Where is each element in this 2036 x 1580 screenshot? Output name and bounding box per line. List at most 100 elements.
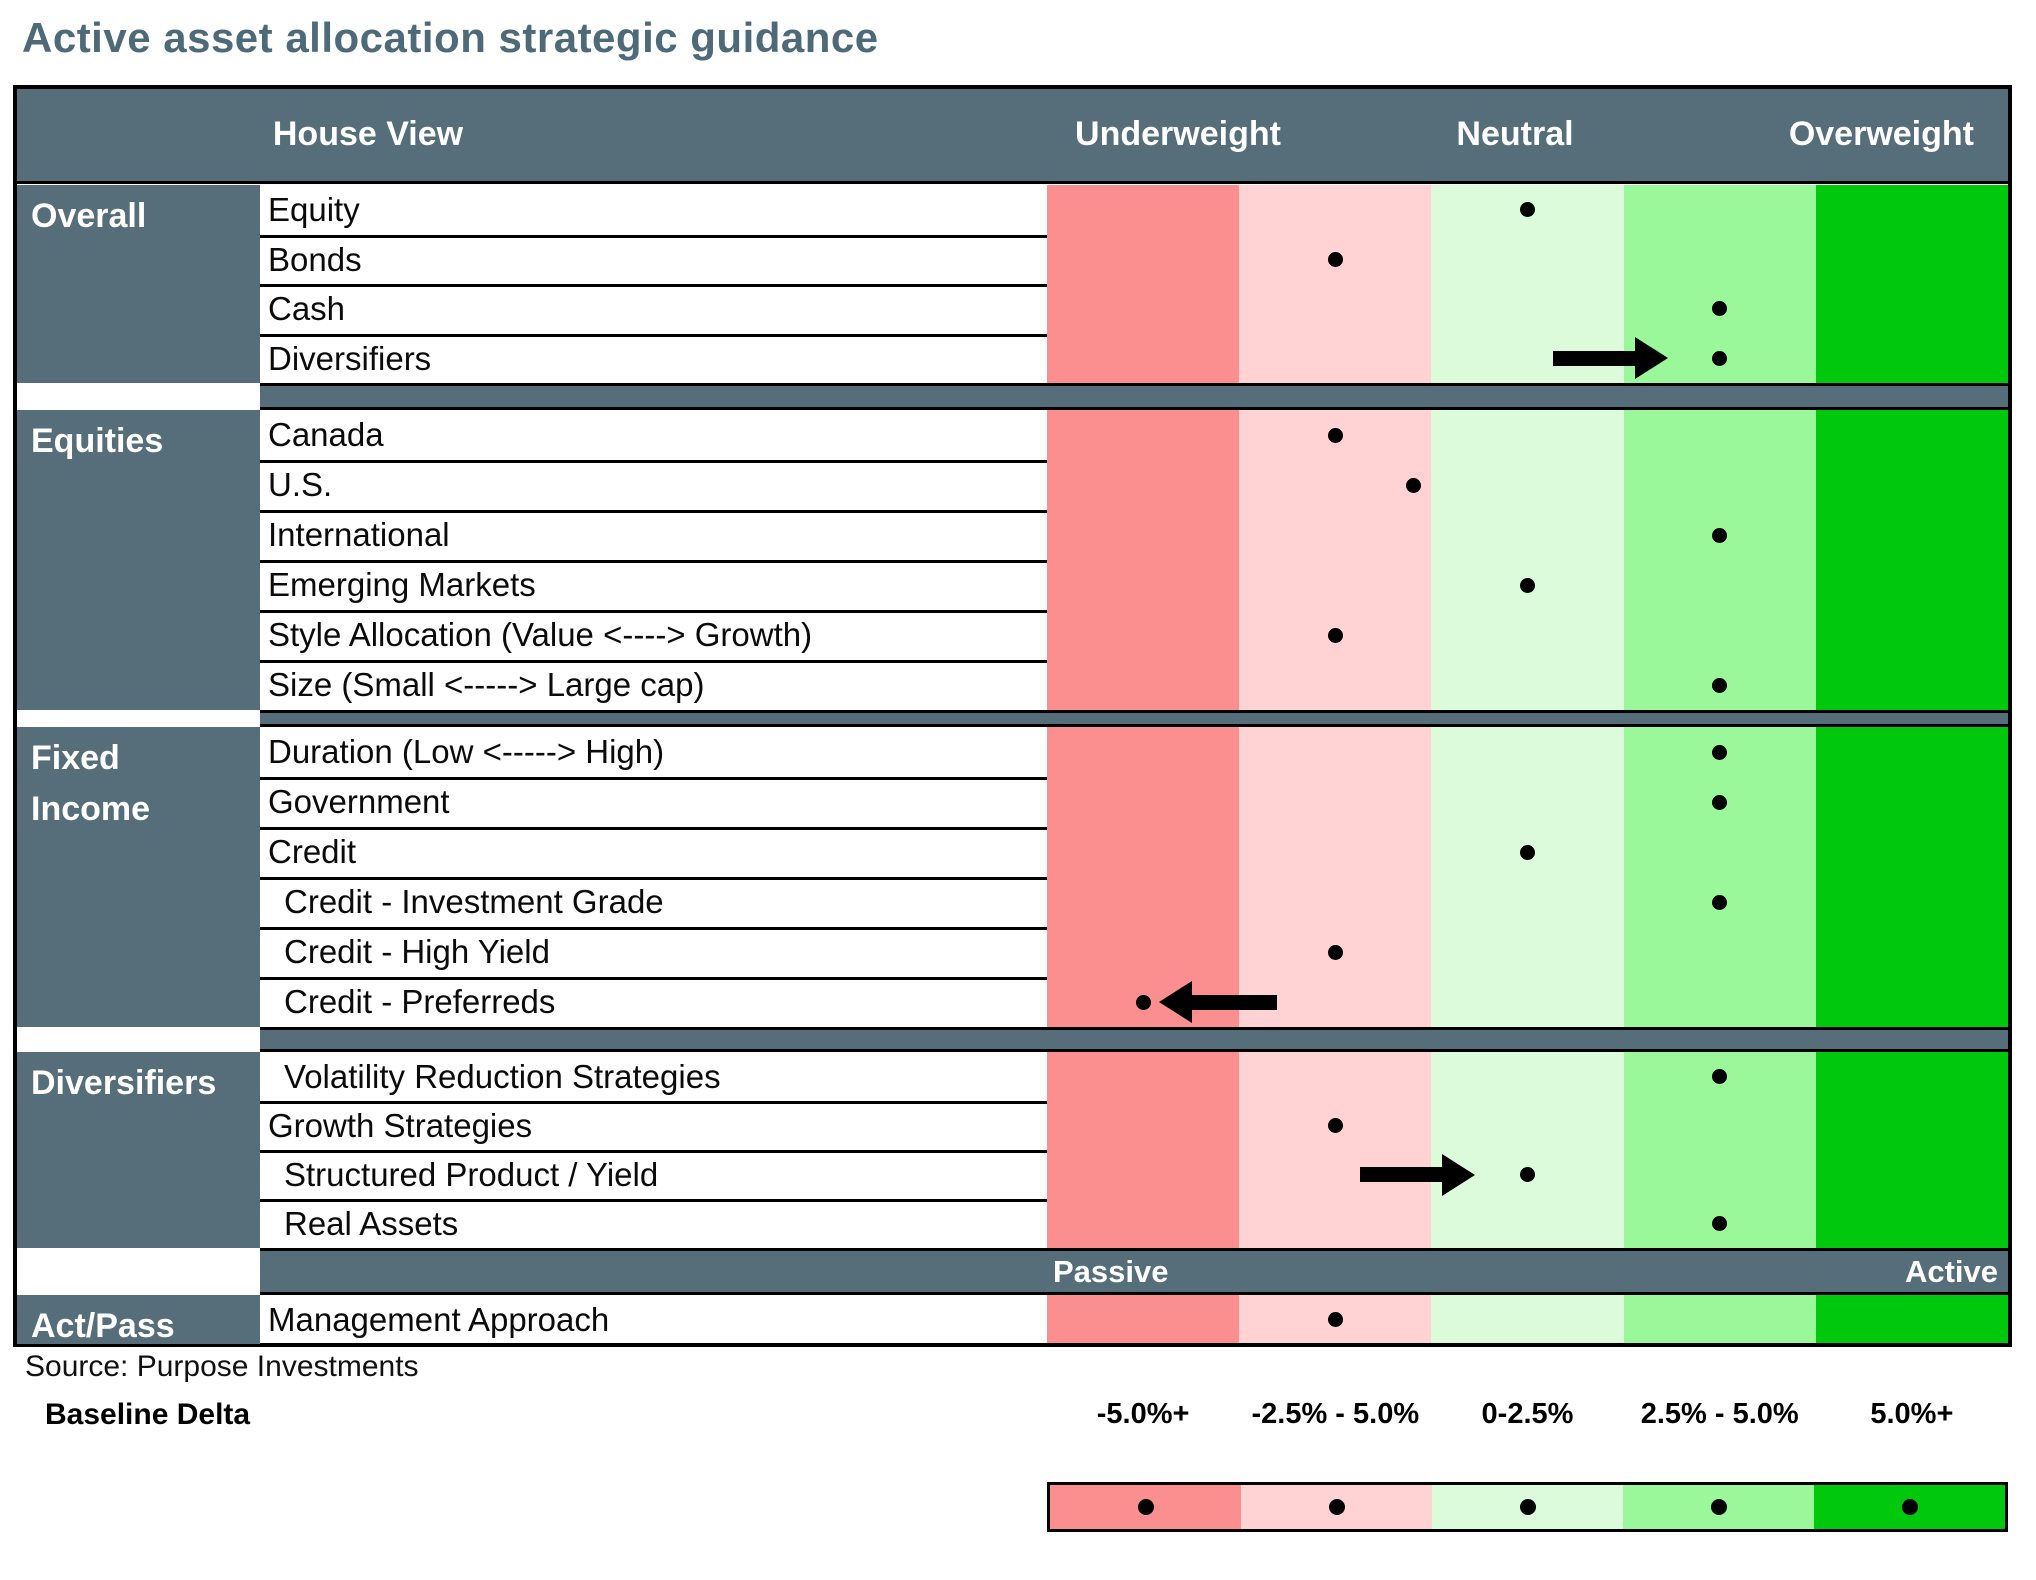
- section-separator-1: [260, 383, 2008, 410]
- legend-dot: [1710, 1499, 1727, 1515]
- band-stripe-5: [1815, 560, 2008, 610]
- band-stripe-1: [1047, 610, 1240, 660]
- delta-scale-label-1: -5.0%+: [1096, 1398, 1190, 1430]
- house-view-dot: [1520, 202, 1535, 218]
- legend-dot: [1519, 1499, 1536, 1515]
- table-row-credit-preferreds: Credit - Preferreds: [260, 977, 2008, 1027]
- row-label-emerging-markets: Emerging Markets: [268, 566, 536, 603]
- legend-cell-2: [1241, 1485, 1432, 1529]
- band-stripe-1: [1047, 510, 1240, 560]
- table-row-equity: Equity: [260, 185, 2008, 238]
- column-header-overweight: Overweight: [1788, 115, 1974, 153]
- table-row-government: Government: [260, 777, 2008, 830]
- band-stripe-3: [1431, 410, 1624, 460]
- change-arrow-left-icon: [1159, 981, 1193, 1023]
- band-stripe-3: [1431, 660, 1624, 710]
- row-label-credit-high-yield: Credit - High Yield: [284, 933, 550, 970]
- band-stripe-2: [1239, 560, 1432, 610]
- band-stripe-3: [1431, 234, 1624, 284]
- band-stripe-3: [1431, 777, 1624, 827]
- section-label-text: Diversifiers: [31, 1064, 217, 1102]
- band-stripe-4: [1623, 460, 1816, 510]
- band-stripe-4: [1623, 977, 1816, 1027]
- band-stripe-3: [1431, 1101, 1624, 1150]
- band-stripe-2: [1239, 727, 1432, 777]
- section-label-text: Act/Pass: [31, 1307, 175, 1345]
- band-stripe-5: [1815, 333, 2008, 383]
- table-row-growth-strategies: Growth Strategies: [260, 1101, 2008, 1153]
- row-label-cash: Cash: [268, 290, 346, 327]
- row-label-structured-product-yield: Structured Product / Yield: [284, 1156, 659, 1193]
- page-title: Active asset allocation strategic guidan…: [22, 14, 879, 61]
- house-view-dot: [1712, 301, 1728, 317]
- table-row-management-approach: Management Approach: [260, 1295, 2008, 1344]
- table-row-volatility-reduction-strategies: Volatility Reduction Strategies: [260, 1052, 2008, 1104]
- band-stripe-2: [1239, 777, 1432, 827]
- house-view-dot: [1520, 1167, 1535, 1182]
- band-stripe-1: [1047, 727, 1240, 777]
- band-stripe-2: [1239, 185, 1432, 235]
- legend-dot: [1328, 1499, 1345, 1515]
- table-row-cash: Cash: [260, 284, 2008, 337]
- band-stripe-2: [1239, 660, 1432, 710]
- band-stripe-1: [1047, 660, 1240, 710]
- band-stripe-5: [1815, 1101, 2008, 1150]
- table-header-bar: House View Underweight Neutral Overweigh…: [13, 85, 2012, 184]
- band-stripe-5: [1815, 660, 2008, 710]
- house-view-dot: [1405, 477, 1421, 493]
- table-row-diversifiers: Diversifiers: [260, 333, 2008, 383]
- band-stripe-1: [1047, 560, 1240, 610]
- delta-scale-label-2: -2.5% - 5.0%: [1251, 1398, 1420, 1430]
- band-stripe-5: [1815, 877, 2008, 927]
- row-label-canada: Canada: [268, 416, 384, 453]
- row-label-diversifiers: Diversifiers: [268, 339, 432, 377]
- band-stripe-2: [1239, 1199, 1432, 1248]
- house-view-dot: [1327, 427, 1343, 443]
- row-label-government: Government: [268, 783, 450, 820]
- delta-scale-label-5: 5.0%+: [1870, 1398, 1954, 1430]
- band-stripe-1: [1047, 410, 1240, 460]
- band-stripe-5: [1815, 234, 2008, 284]
- passive-active-labels: Passive Active: [1047, 1251, 2008, 1292]
- band-stripe-5: [1815, 460, 2008, 510]
- band-stripe-1: [1047, 333, 1240, 383]
- table-row-bonds: Bonds: [260, 234, 2008, 287]
- band-stripe-5: [1815, 827, 2008, 877]
- band-stripe-1: [1047, 185, 1240, 235]
- house-view-dot: [1712, 527, 1728, 543]
- section-label-fixed-income: Fixed Income: [17, 727, 260, 1027]
- band-stripe-1: [1047, 827, 1240, 877]
- section-label-text: Equities: [31, 422, 164, 460]
- band-stripe-4: [1623, 560, 1816, 610]
- band-stripe-2: [1239, 284, 1432, 334]
- table-row-u-s: U.S.: [260, 460, 2008, 513]
- row-label-size-small-large-cap: Size (Small <-----> Large cap): [268, 666, 705, 703]
- band-stripe-5: [1815, 777, 2008, 827]
- band-stripe-3: [1431, 510, 1624, 560]
- band-stripe-4: [1623, 927, 1816, 977]
- change-arrow-left-shaft: [1189, 994, 1277, 1010]
- house-view-dot: [1712, 894, 1728, 910]
- table-row-duration-low-high: Duration (Low <-----> High): [260, 727, 2008, 780]
- column-header-neutral: Neutral: [1456, 115, 1574, 153]
- delta-scale-label-4: 2.5% - 5.0%: [1640, 1398, 1799, 1430]
- house-view-dot: [1327, 1312, 1343, 1327]
- row-label-duration-low-high: Duration (Low <-----> High): [268, 733, 665, 770]
- house-view-dot: [1712, 1069, 1728, 1084]
- section-label-overall: Overall: [17, 185, 260, 383]
- house-view-dot: [1712, 350, 1728, 366]
- band-stripe-2: [1239, 510, 1432, 560]
- section-label-text: Fixed: [31, 739, 120, 777]
- band-stripe-1: [1047, 234, 1240, 284]
- row-label-volatility-reduction-strategies: Volatility Reduction Strategies: [284, 1058, 721, 1095]
- house-view-dot: [1327, 251, 1343, 267]
- house-view-dot: [1712, 794, 1728, 810]
- table-row-real-assets: Real Assets: [260, 1199, 2008, 1248]
- section-label-diversifiers: Diversifiers: [17, 1052, 260, 1248]
- table-row-canada: Canada: [260, 410, 2008, 463]
- band-stripe-4: [1623, 410, 1816, 460]
- change-arrow-right-icon: [1634, 337, 1668, 380]
- table-bottom-border: [13, 1344, 2012, 1347]
- section-separator-2: [260, 710, 2008, 727]
- legend-cell-1: [1050, 1485, 1241, 1529]
